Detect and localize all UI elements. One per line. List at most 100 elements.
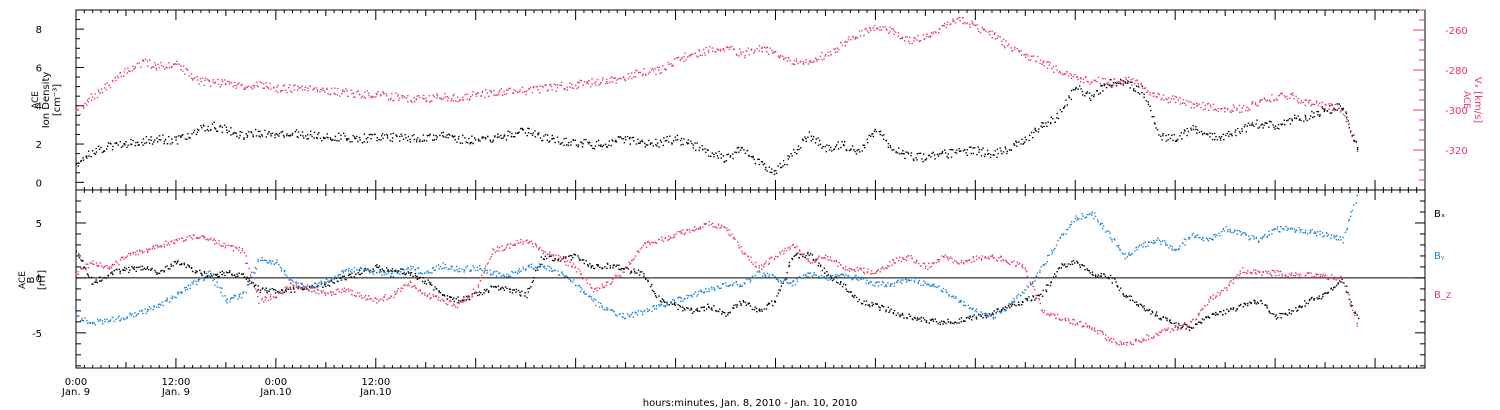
data-point: [593, 148, 596, 150]
data-point: [743, 253, 746, 255]
data-point: [716, 227, 718, 229]
data-point: [1243, 302, 1245, 304]
data-point: [1013, 303, 1016, 306]
data-point: [738, 151, 740, 153]
data-point: [90, 99, 93, 102]
data-point: [1032, 281, 1034, 283]
data-point: [582, 143, 584, 145]
data-point: [458, 302, 460, 305]
data-point: [310, 287, 312, 289]
data-point: [169, 268, 171, 270]
data-point: [768, 274, 771, 276]
data-point: [965, 152, 967, 154]
data-point: [1223, 107, 1225, 110]
data-point: [161, 301, 163, 303]
data-point: [118, 315, 120, 317]
data-point: [931, 152, 933, 155]
data-point: [719, 308, 721, 310]
data-point: [77, 165, 79, 167]
data-point: [1227, 108, 1229, 111]
data-point: [356, 269, 358, 271]
data-point: [345, 269, 347, 271]
data-point: [230, 245, 232, 247]
data-point: [747, 47, 749, 49]
data-point: [442, 262, 444, 264]
data-point: [1316, 110, 1318, 113]
data-point: [161, 246, 163, 248]
data-point: [1012, 50, 1014, 52]
data-point: [289, 287, 292, 289]
data-point: [289, 277, 291, 280]
data-point: [1285, 313, 1287, 315]
data-point: [567, 141, 570, 144]
data-point: [1278, 128, 1280, 130]
data-point: [600, 302, 602, 305]
data-point: [171, 240, 173, 242]
data-point: [207, 125, 209, 128]
data-point: [644, 243, 647, 245]
data-point: [1293, 228, 1296, 231]
data-point: [1003, 45, 1006, 47]
data-point: [787, 158, 789, 160]
data-point: [1027, 286, 1030, 289]
data-point: [932, 32, 934, 35]
data-point: [391, 268, 394, 270]
data-point: [205, 238, 207, 241]
data-point: [142, 59, 145, 61]
data-point: [119, 71, 122, 74]
data-point: [1202, 109, 1205, 111]
data-point: [831, 274, 834, 277]
data-point: [286, 91, 288, 94]
data-point: [333, 278, 335, 280]
data-point: [620, 268, 623, 270]
data-point: [775, 278, 778, 280]
data-point: [1277, 230, 1280, 233]
data-point: [1262, 127, 1264, 129]
data-point: [465, 299, 468, 301]
data-point: [119, 320, 121, 322]
data-point: [826, 271, 828, 273]
data-point: [82, 267, 85, 269]
data-point: [992, 313, 994, 316]
data-point: [872, 303, 874, 305]
data-point: [522, 240, 524, 243]
b-tick-label: -5: [32, 329, 42, 340]
data-point: [717, 49, 720, 51]
data-point: [207, 239, 209, 241]
data-point: [1232, 110, 1234, 112]
data-point: [840, 274, 842, 276]
data-point: [448, 133, 450, 135]
data-point: [932, 318, 934, 320]
data-point: [830, 146, 832, 149]
data-point: [484, 137, 487, 139]
data-point: [446, 134, 448, 136]
data-point: [281, 130, 284, 133]
data-point: [778, 289, 780, 291]
data-point: [1016, 297, 1018, 299]
data-point: [962, 150, 965, 152]
data-point: [664, 140, 667, 142]
data-point: [1093, 94, 1095, 96]
data-point: [377, 91, 379, 93]
data-point: [1049, 284, 1052, 287]
data-point: [929, 36, 931, 38]
data-point: [850, 148, 852, 150]
data-point: [227, 244, 230, 246]
data-point: [122, 269, 125, 271]
data-point: [361, 297, 363, 299]
data-point: [1212, 234, 1215, 236]
data-point: [800, 60, 802, 63]
data-point: [167, 143, 169, 145]
data-point: [417, 272, 420, 274]
data-point: [782, 282, 784, 284]
data-point: [81, 268, 83, 270]
data-point: [1286, 120, 1288, 122]
data-point: [305, 286, 308, 289]
data-point: [1115, 85, 1118, 87]
data-point: [1240, 303, 1242, 306]
data-point: [1327, 291, 1330, 294]
data-point: [1333, 287, 1335, 289]
data-point: [1300, 100, 1302, 102]
data-point: [1111, 277, 1113, 279]
data-point: [893, 30, 895, 32]
